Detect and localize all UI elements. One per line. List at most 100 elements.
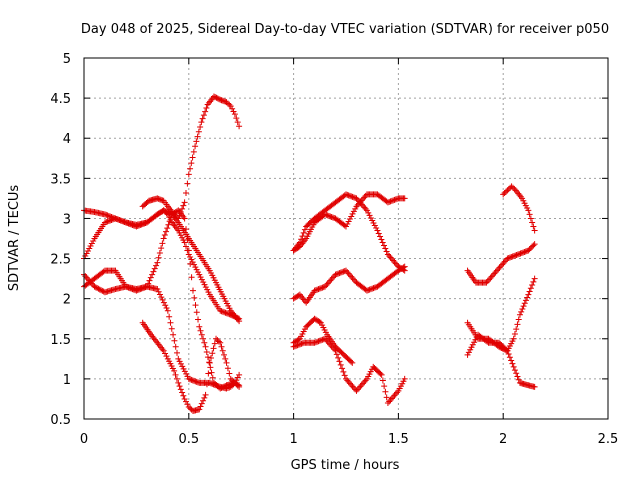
data-point [163, 353, 170, 360]
data-point [318, 337, 325, 344]
data-point [519, 305, 526, 312]
data-point [208, 369, 215, 376]
data-point [206, 359, 213, 366]
data-point [348, 213, 355, 220]
data-point [191, 294, 198, 301]
data-point [109, 214, 116, 221]
data-point [225, 310, 232, 317]
data-point [198, 331, 205, 338]
data-point [104, 212, 111, 219]
data-point [154, 259, 161, 266]
data-point [197, 403, 204, 410]
series-track-n [464, 331, 538, 390]
data-point [221, 351, 228, 358]
data-point [218, 384, 225, 391]
data-point [173, 375, 180, 382]
data-point [101, 219, 108, 226]
data-point [471, 339, 478, 346]
data-point [380, 242, 387, 249]
data-point [105, 212, 112, 219]
data-point [166, 313, 173, 320]
data-point [222, 309, 229, 316]
data-point [522, 297, 529, 304]
data-point [314, 286, 321, 293]
data-point [233, 115, 240, 122]
data-point [156, 249, 163, 256]
data-point [366, 212, 373, 219]
data-point [177, 386, 184, 393]
data-point [336, 358, 343, 365]
data-point [526, 211, 533, 218]
data-point [531, 383, 538, 390]
data-point [198, 119, 205, 126]
data-point [177, 360, 184, 367]
data-point [392, 196, 399, 203]
data-point [299, 340, 306, 347]
data-point [219, 347, 226, 354]
data-point [514, 373, 521, 380]
data-point [151, 265, 158, 272]
data-point [339, 365, 346, 372]
data-point [163, 210, 170, 217]
data-point [506, 354, 513, 361]
data-point [324, 212, 331, 219]
data-point [161, 232, 168, 239]
data-point [484, 338, 491, 345]
data-point [369, 217, 376, 224]
data-point [88, 240, 95, 247]
data-point [183, 370, 190, 377]
data-point [350, 194, 357, 201]
data-point [145, 280, 152, 287]
data-point [188, 274, 195, 281]
data-point [341, 268, 348, 275]
data-point [295, 292, 302, 299]
series-track-o [500, 183, 538, 234]
data-point [511, 367, 518, 374]
data-point [513, 252, 520, 259]
data-point [327, 213, 334, 220]
data-point [236, 383, 243, 390]
data-point [386, 198, 393, 205]
data-point [236, 371, 243, 378]
data-point [526, 246, 533, 253]
data-point [512, 252, 519, 259]
data-point [345, 218, 352, 225]
data-point [531, 227, 538, 234]
data-point [184, 401, 191, 408]
data-point [335, 354, 342, 361]
data-point [146, 277, 153, 284]
data-point [175, 379, 182, 386]
data-point [155, 254, 162, 261]
data-point [371, 222, 378, 229]
data-point [504, 347, 511, 354]
data-point [209, 350, 216, 357]
data-point [472, 336, 479, 343]
data-point [185, 247, 192, 254]
data-point [200, 397, 207, 404]
data-point [469, 341, 476, 348]
data-point [503, 346, 510, 353]
y-axis-label: SDTVAR / TECUs [7, 185, 22, 292]
data-point [202, 108, 209, 115]
data-point [323, 211, 330, 218]
data-point [83, 250, 90, 257]
data-point [207, 364, 214, 371]
data-point [367, 214, 374, 221]
data-point [236, 123, 243, 130]
data-point [346, 192, 353, 199]
data-point [166, 218, 173, 225]
data-point [352, 205, 359, 212]
data-point [294, 342, 301, 349]
data-point [382, 388, 389, 395]
data-point [194, 269, 201, 276]
data-point [333, 351, 340, 358]
data-point [400, 264, 407, 271]
data-point [518, 308, 525, 315]
data-point [184, 180, 191, 187]
data-point [343, 223, 349, 230]
data-point [189, 287, 196, 294]
data-point [181, 395, 188, 402]
data-point [320, 336, 327, 343]
data-point [189, 154, 196, 161]
data-point [196, 406, 203, 413]
